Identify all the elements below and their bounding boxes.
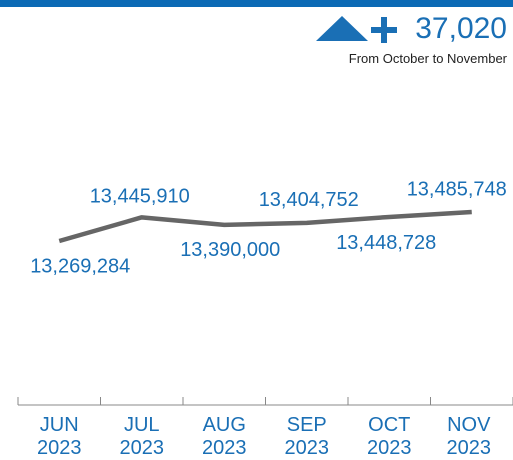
subtitle: From October to November (348, 51, 507, 66)
line (58, 209, 472, 244)
x-tick-label: JUL 2023 (119, 414, 165, 459)
x-tick-label: OCT 2023 (367, 414, 412, 459)
x-tick-label: JUN 2023 (37, 414, 82, 459)
top-bar (0, 0, 513, 7)
data-label: 13,448,728 (336, 232, 436, 254)
x-tick-label: AUG 2023 (202, 414, 247, 459)
x-tick-label: SEP 2023 (284, 414, 330, 459)
data-label: 13,485,748 (407, 178, 507, 200)
up-arrow (316, 16, 368, 41)
x-tick-label: NOV 2023 (446, 414, 492, 459)
data-label: 13,269,284 (30, 255, 130, 277)
data-label: 13,445,910 (90, 186, 190, 208)
plus-icon (371, 27, 397, 33)
data-label: 13,404,752 (259, 189, 359, 211)
data-label: 13,390,000 (180, 239, 280, 261)
change-value: 37,020 (415, 12, 507, 45)
